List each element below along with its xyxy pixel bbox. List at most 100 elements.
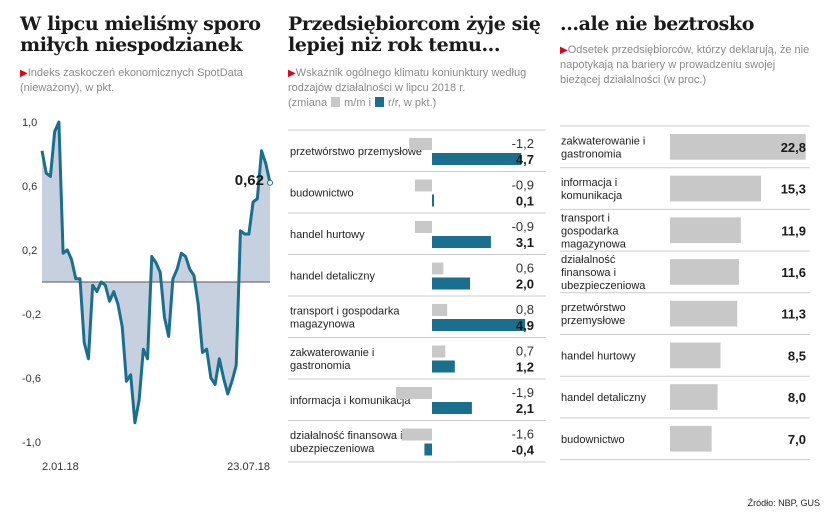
category-label: ubezpieczeniowa: [290, 443, 375, 455]
category-label: budownictwo: [561, 434, 625, 446]
value-label-rr: 3,1: [516, 235, 534, 250]
value-label-mm: -1,9: [512, 385, 534, 400]
category-label: informacja i komunikacja: [290, 395, 411, 407]
category-label: transport i gospodarka: [290, 305, 400, 317]
category-label: zakwaterowanie i: [290, 347, 374, 359]
category-label: działalność finansowa i: [290, 430, 403, 442]
panel3-title: ...ale nie beztrosko: [560, 13, 754, 35]
panel2-title: Przedsiębiorcom żyje się lepiej niż rok …: [288, 13, 541, 56]
value-label: 8,5: [788, 348, 806, 363]
category-label: handel detaliczny: [561, 392, 647, 404]
bar-rr: [432, 194, 434, 207]
bar-mm: [432, 262, 444, 275]
legend-rr-label: r/r, w pkt.): [388, 97, 437, 109]
value-label-rr: 2,0: [516, 277, 534, 292]
bar-rr: [424, 443, 432, 456]
bar-mm: [409, 138, 432, 150]
bar-mm: [395, 387, 432, 399]
series-line: [40, 120, 272, 425]
y-tick-label: 0,2: [22, 245, 37, 257]
value-label-rr: 0,1: [516, 194, 534, 209]
bar-mm: [432, 304, 448, 316]
value-label-mm: -1,2: [512, 136, 534, 151]
value-label-rr: 4,7: [516, 152, 534, 167]
category-label: przetwórstwo: [561, 302, 626, 314]
bar-rr: [432, 360, 455, 373]
bar-value: [670, 134, 806, 160]
category-label: przetwórstwo przemysłowe: [290, 146, 422, 158]
red-triangle-icon: ▶: [560, 45, 568, 56]
bar-mm: [432, 345, 446, 358]
value-label-rr: 4,9: [516, 318, 534, 333]
value-label-mm: 0,8: [516, 302, 534, 317]
y-tick-label: 0,6: [22, 181, 37, 193]
category-label: finansowa i: [561, 267, 616, 279]
category-label: transport i: [561, 212, 610, 224]
surprise-index-chart: 1,0 0,6 0,2 -0,2 -0,6 -1,0 0,62 2.01.18 23.07.18: [22, 117, 273, 473]
x-tick-label: 2.01.18: [42, 461, 79, 473]
x-tick-label: 23.07.18: [227, 461, 270, 473]
business-climate-panel: Przedsiębiorcom żyje się lepiej niż rok …: [284, 0, 550, 520]
value-label-rr: 1,2: [516, 360, 534, 375]
bar-mm: [414, 221, 432, 233]
bar-value: [670, 217, 741, 244]
value-label-mm: -0,9: [512, 178, 534, 193]
y-tick-label: -0,2: [22, 309, 41, 321]
category-label: informacja i: [561, 177, 617, 189]
panel1-subtitle-text: Indeks zaskoczeń ekonomicznych SpotData …: [20, 67, 243, 94]
source-note: Źródło: NBP, GUS: [747, 498, 820, 508]
category-label: gastronomia: [561, 148, 622, 160]
bar-rr: [432, 236, 491, 248]
category-label: ubezpieczeniowa: [561, 280, 646, 292]
bar-rr: [432, 319, 526, 331]
surprise-index-panel: W lipcu mieliśmy sporo miłych niespodzia…: [0, 0, 282, 520]
panel1-subtitle: ▶Indeks zaskoczeń ekonomicznych SpotData…: [20, 66, 282, 96]
bar-mm: [401, 428, 432, 441]
last-point: [267, 179, 273, 186]
value-label-mm: 0,7: [516, 344, 534, 359]
legend-rr-swatch: [375, 97, 385, 107]
value-label: 11,9: [781, 223, 806, 238]
y-tick-label: -0,6: [22, 373, 41, 385]
bar-rr: [432, 153, 522, 165]
bar-value: [670, 175, 762, 202]
bar-mm: [414, 179, 432, 192]
bar-value: [670, 300, 738, 327]
value-label-rr: 2,1: [516, 401, 534, 416]
legend-prefix: (zmiana: [288, 97, 328, 109]
value-label: 8,0: [788, 390, 806, 405]
panel3-subtitle: ▶Odsetek przedsiębiorców, którzy deklaru…: [560, 43, 810, 88]
y-tick-label: -1,0: [22, 437, 41, 449]
last-value-label: 0,62: [235, 172, 264, 189]
bar-value: [670, 384, 718, 410]
category-label: działalność: [561, 254, 616, 266]
value-label-mm: 0,6: [516, 261, 534, 276]
category-label: magazynowa: [561, 238, 627, 250]
bar-rr: [432, 402, 472, 414]
bar-value: [670, 425, 712, 452]
category-label: handel hurtowy: [561, 350, 636, 362]
value-label: 11,3: [781, 307, 806, 322]
y-tick-label: 1,0: [22, 117, 37, 129]
panel3-subtitle-text: Odsetek przedsiębiorców, którzy deklaruj…: [560, 44, 810, 86]
legend-mm-swatch: [331, 97, 341, 107]
category-label: gospodarka: [561, 225, 619, 237]
category-label: zakwaterowanie i: [561, 135, 645, 147]
value-label-mm: -1,6: [512, 427, 534, 442]
value-label: 15,3: [781, 182, 806, 197]
area-fill: [42, 122, 270, 423]
bar-value: [670, 342, 721, 369]
value-label: 11,6: [781, 265, 806, 280]
no-barriers-panel: ...ale nie beztrosko ▶Odsetek przedsiębi…: [556, 0, 830, 520]
category-label: gastronomia: [290, 360, 351, 372]
bar-rr: [432, 277, 470, 290]
red-triangle-icon: ▶: [20, 68, 28, 79]
panel2-subtitle: ▶Wskaźnik ogólnego klimatu koniunktury w…: [288, 66, 550, 111]
panel1-title: W lipcu mieliśmy sporo miłych niespodzia…: [20, 13, 261, 56]
red-triangle-icon: ▶: [288, 68, 296, 79]
value-label-rr: -0,4: [512, 443, 535, 458]
value-label-mm: -0,9: [512, 219, 534, 234]
category-label: przemysłowe: [561, 315, 625, 327]
value-label: 22,8: [781, 140, 806, 155]
